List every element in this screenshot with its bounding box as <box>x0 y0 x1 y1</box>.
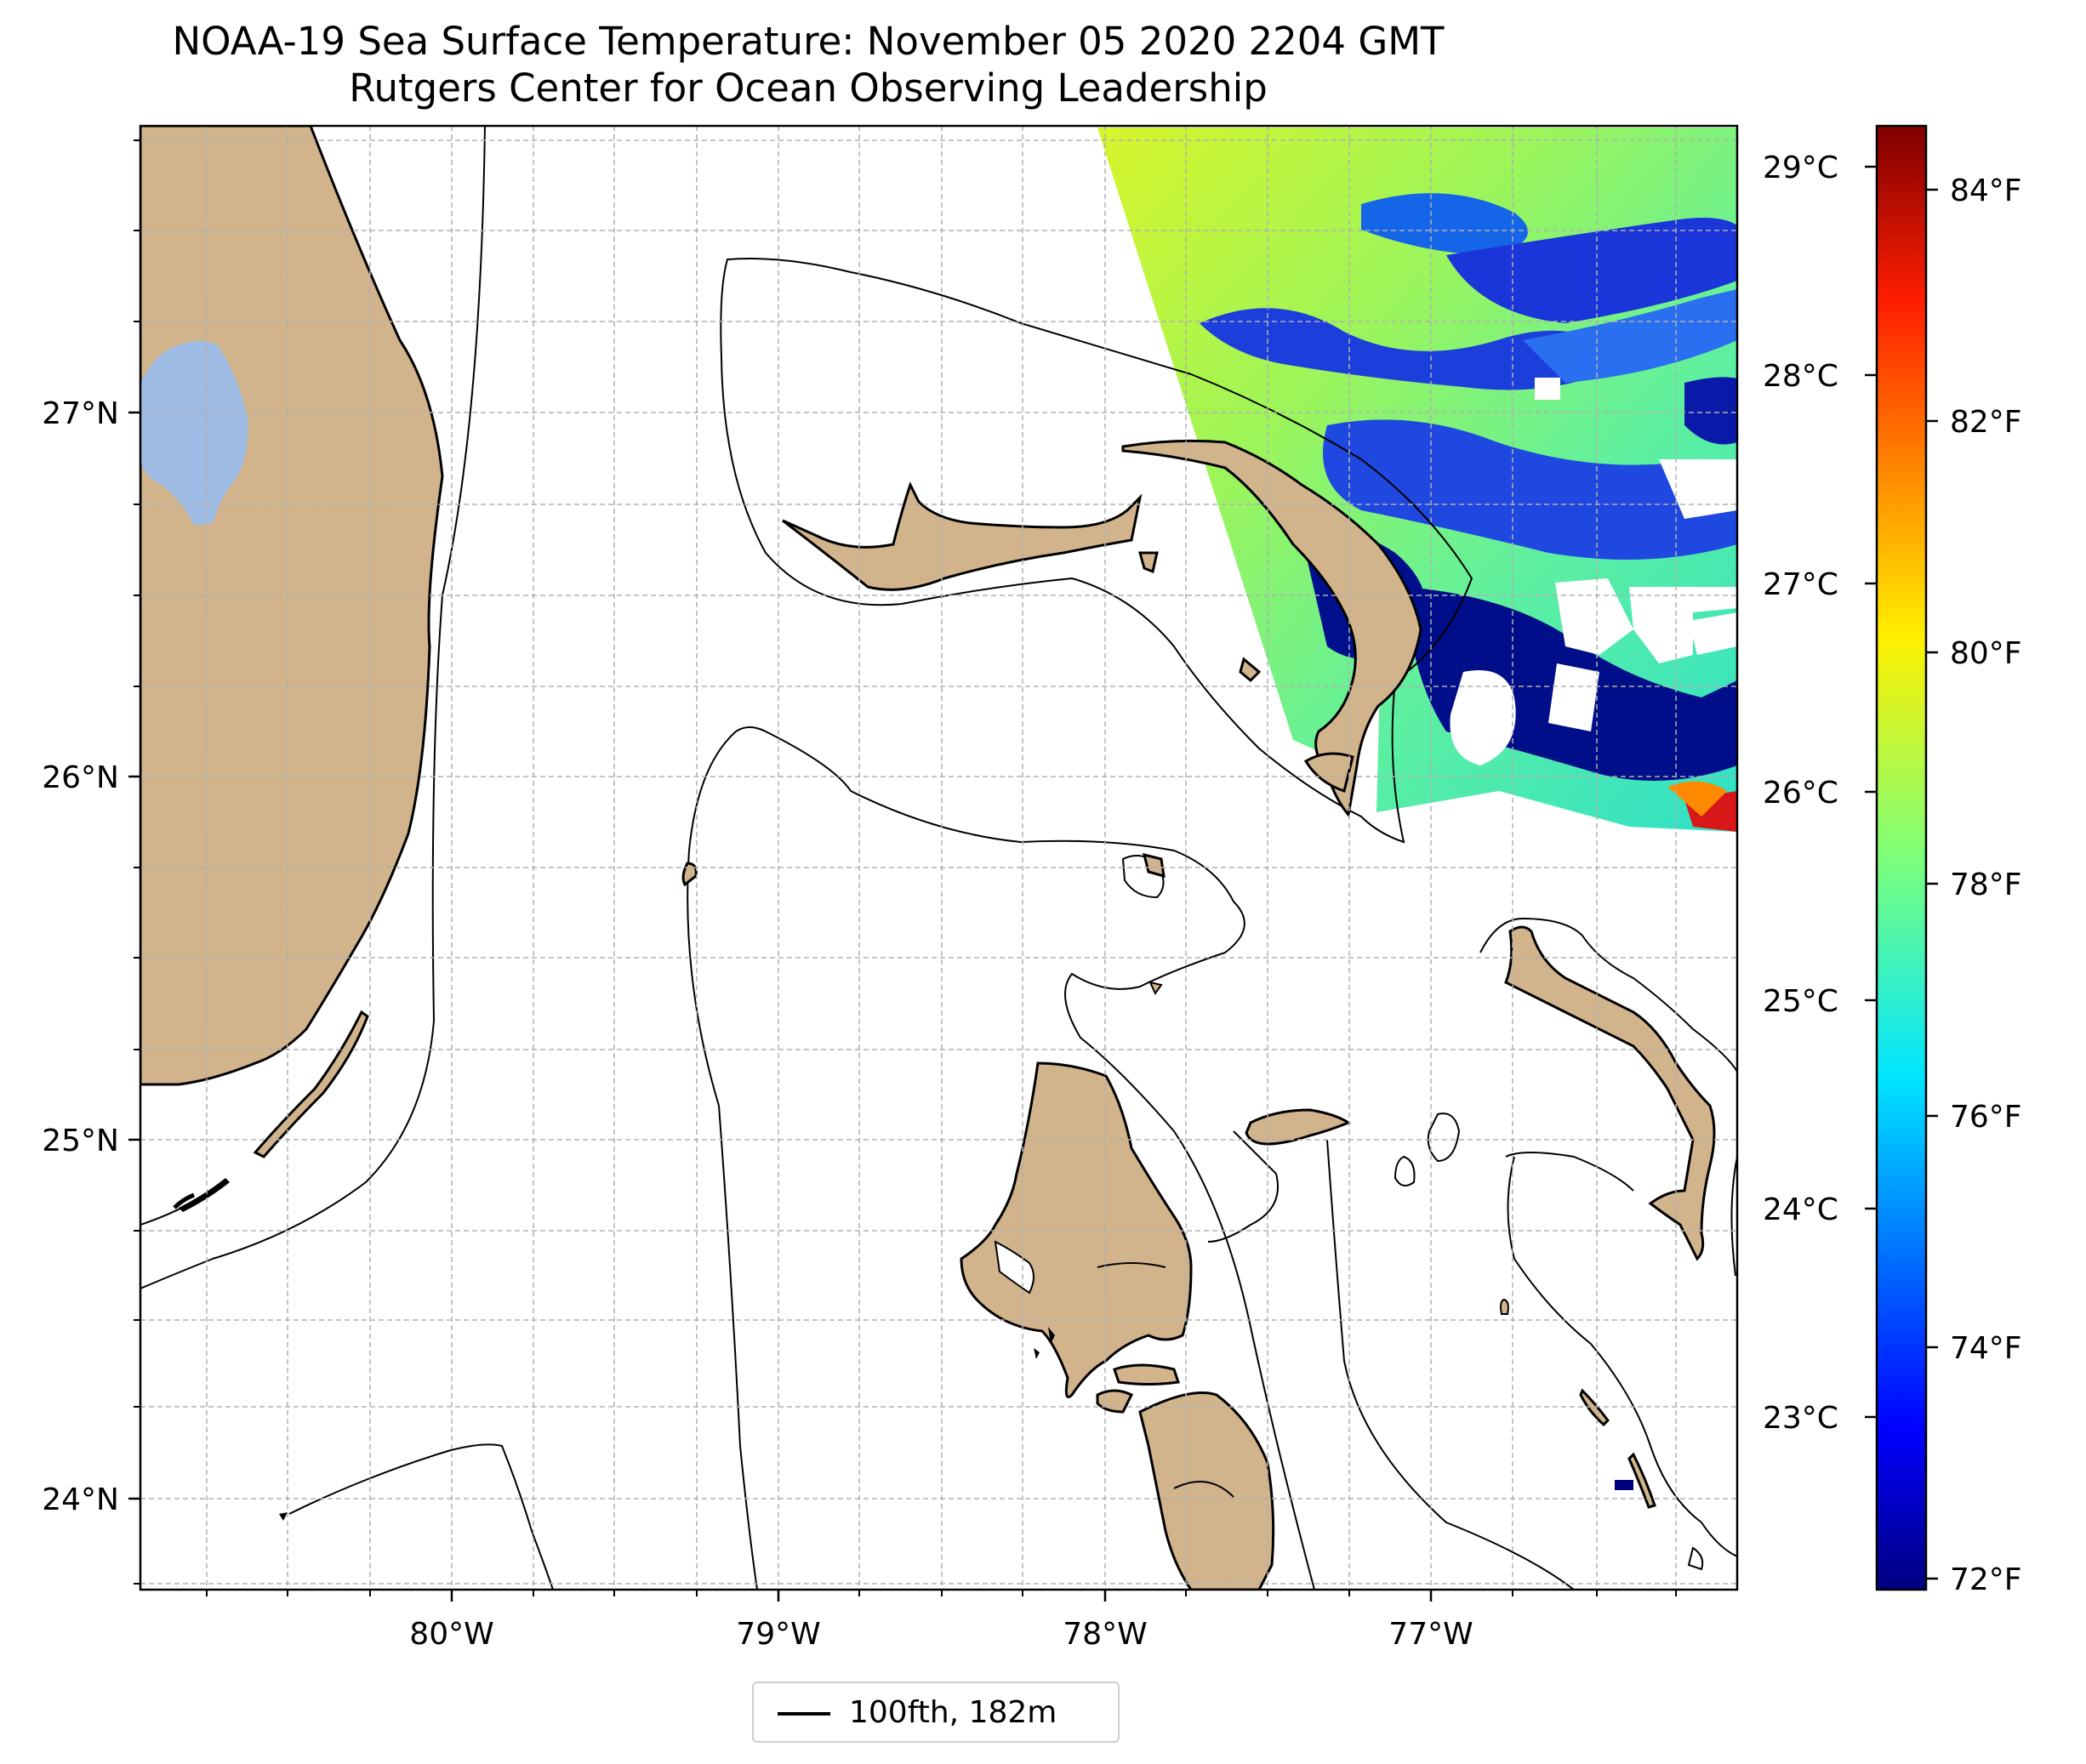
celsius-tick-label: 27°C <box>1763 567 1838 602</box>
abaco-island <box>1121 439 1422 818</box>
y-tick-label: 27°N <box>42 396 119 431</box>
fahrenheit-tick-label: 82°F <box>1950 405 2022 440</box>
map-title-line-2: Rutgers Center for Ocean Observing Leade… <box>349 65 1268 111</box>
sst-swath <box>1097 128 1737 1490</box>
lake-okeechobee <box>140 341 248 526</box>
y-tick-label: 24°N <box>42 1482 119 1517</box>
x-tick-label: 78°W <box>1063 1617 1147 1652</box>
fahrenheit-tick-label: 76°F <box>1950 1100 2022 1135</box>
fahrenheit-tick-label: 84°F <box>1950 174 2022 208</box>
celsius-tick-label: 26°C <box>1763 776 1838 811</box>
legend: 100fth, 182m <box>752 1681 1120 1743</box>
legend-line-swatch <box>778 1712 830 1716</box>
x-tick-label: 79°W <box>736 1617 820 1652</box>
celsius-tick-label: 29°C <box>1763 151 1838 185</box>
x-tick-label: 80°W <box>409 1617 493 1652</box>
celsius-tick-label: 24°C <box>1763 1192 1838 1227</box>
colorbar <box>1875 124 1928 1591</box>
fahrenheit-tick-label: 78°F <box>1950 868 2022 902</box>
legend-label: 100fth, 182m <box>849 1695 1057 1730</box>
map-frame <box>139 124 1739 1591</box>
new-providence-island <box>1245 1108 1352 1146</box>
celsius-tick-label: 23°C <box>1763 1401 1838 1436</box>
y-tick-label: 26°N <box>42 760 119 795</box>
celsius-tick-label: 25°C <box>1763 984 1838 1019</box>
y-tick-label: 25°N <box>42 1124 119 1158</box>
fahrenheit-tick-label: 74°F <box>1950 1331 2022 1366</box>
map-title-line-1: NOAA-19 Sea Surface Temperature: Novembe… <box>172 19 1445 64</box>
celsius-tick-label: 28°C <box>1763 359 1838 394</box>
grand-bahama-island <box>782 481 1143 591</box>
fahrenheit-tick-label: 72°F <box>1950 1562 2022 1597</box>
eleuthera-island <box>1504 925 1716 1261</box>
fahrenheit-tick-label: 80°F <box>1950 636 2022 671</box>
map-gridlines <box>140 126 1737 1590</box>
x-tick-label: 77°W <box>1388 1617 1473 1652</box>
